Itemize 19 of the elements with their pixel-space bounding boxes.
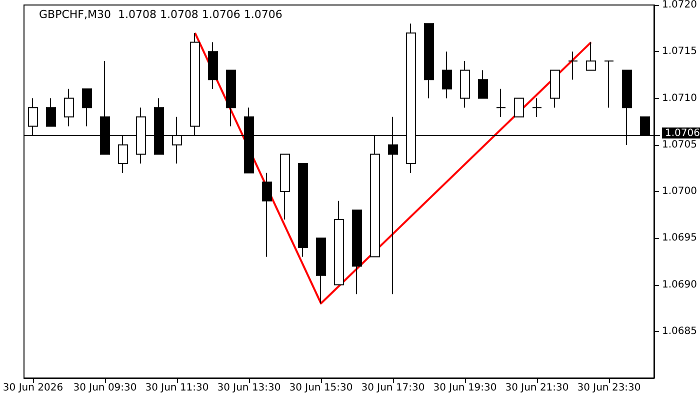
y-tick-label: 1.0685: [662, 326, 698, 337]
x-tick-label: 30 Jun 11:30: [145, 382, 209, 394]
x-tick-label: 30 Jun 09:30: [73, 382, 137, 394]
x-tick-label: 30 Jun 19:30: [433, 382, 497, 394]
x-tick-label: 30 Jun 21:30: [505, 382, 569, 394]
x-tick-label: 30 Jun 15:30: [289, 382, 353, 394]
x-tick-label: 30 Jun 13:30: [217, 382, 281, 394]
y-tick-label: 1.0695: [662, 232, 698, 244]
y-tick-label: 1.0715: [662, 46, 698, 58]
chart-title: GBPCHF,M30 1.0708 1.0708 1.0706 1.0706: [39, 8, 282, 21]
x-tick-label: 30 Jun 17:30: [361, 382, 425, 394]
y-tick-label: 1.0710: [662, 92, 698, 104]
x-tick-label: 30 Jun 2026: [2, 382, 64, 394]
y-tick-label: 1.0705: [662, 139, 698, 150]
y-tick-label: 1.0690: [662, 279, 698, 290]
ref-line-label: 1.0706: [665, 128, 700, 140]
y-tick-label: 1.0720: [662, 0, 698, 10]
x-tick-label: 30 Jun 23:30: [577, 382, 641, 394]
y-tick-label: 1.0700: [662, 186, 698, 197]
